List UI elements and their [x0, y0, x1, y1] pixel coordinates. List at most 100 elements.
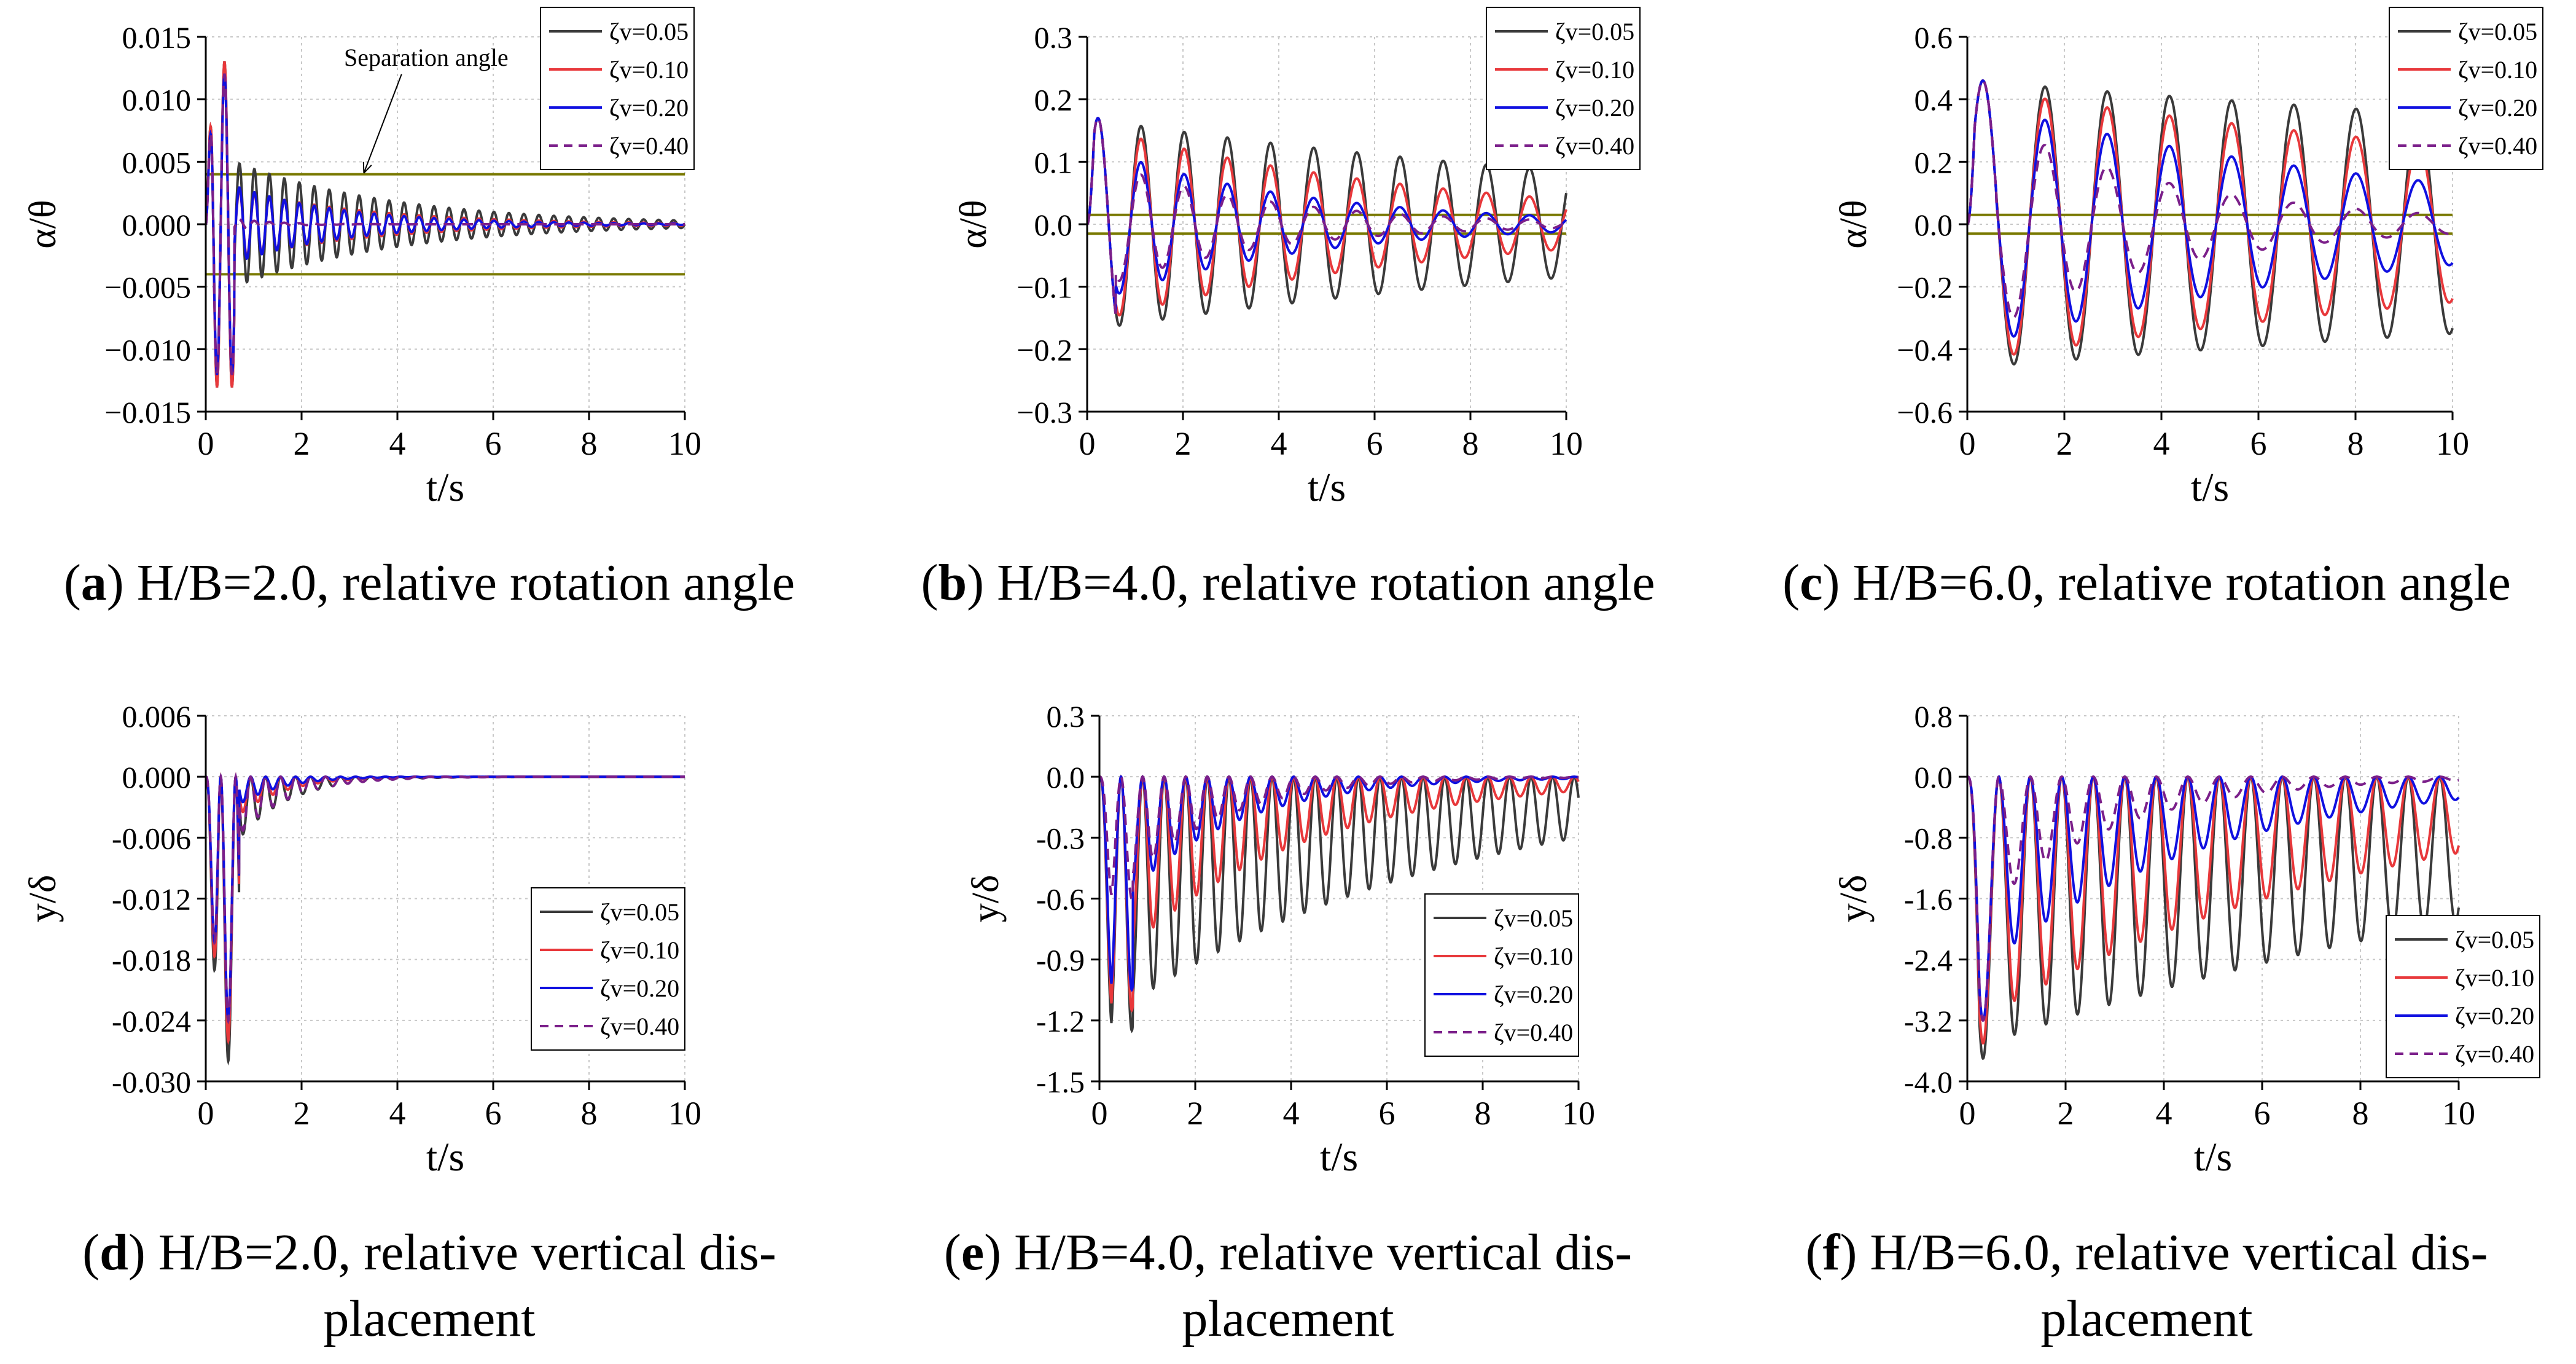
x-axis-label: t/s	[2191, 465, 2229, 510]
y-tick-label: 0.0	[1914, 208, 1953, 242]
legend-label: ζv=0.05	[609, 18, 689, 45]
legend-label: ζv=0.40	[600, 1013, 679, 1040]
legend-box	[2389, 7, 2543, 170]
series-line-0.05	[1966, 79, 2454, 366]
caption-b: (b) H/B=4.0, relative rotation angle	[921, 554, 1655, 611]
x-tick-label: 8	[581, 425, 598, 462]
annotation-label: Separation angle	[344, 44, 509, 71]
y-tick-label: -0.030	[112, 1065, 191, 1099]
annotation-arrowhead	[362, 162, 372, 174]
y-tick-label: 0.005	[122, 145, 192, 179]
x-tick-label: 0	[198, 425, 214, 462]
legend-box	[540, 7, 695, 170]
legend-label: ζv=0.20	[2455, 1002, 2534, 1030]
y-tick-label: 0.010	[122, 83, 192, 117]
legend: ζv=0.05 ζv=0.10 ζv=0.20 ζv=0.40	[2386, 915, 2540, 1078]
y-tick-label: -0.006	[112, 821, 191, 855]
y-tick-label: 0.006	[122, 699, 192, 734]
y-tick-label: -1.2	[1036, 1004, 1085, 1038]
legend-label: ζv=0.40	[609, 132, 689, 160]
legend-label: ζv=0.40	[2458, 132, 2537, 160]
legend: ζv=0.05 ζv=0.10 ζv=0.20 ζv=0.40	[1486, 7, 1641, 170]
x-tick-label: 6	[2250, 425, 2267, 462]
x-tick-label: 6	[1367, 425, 1383, 462]
x-axis-label: t/s	[1320, 1135, 1358, 1180]
x-tick-label: 6	[485, 1095, 502, 1132]
caption-line2: placement	[1182, 1290, 1394, 1347]
legend-label: ζv=0.05	[1555, 18, 1634, 45]
legend-label: ζv=0.20	[600, 974, 679, 1002]
legend-label: ζv=0.40	[2455, 1040, 2534, 1068]
legend: ζv=0.05 ζv=0.10 ζv=0.20 ζv=0.40	[2389, 7, 2543, 170]
y-tick-label: −0.6	[1897, 395, 1953, 429]
y-tick-label: 0.2	[1914, 145, 1953, 179]
x-tick-label: 8	[581, 1095, 598, 1132]
y-axis-label: α/θ	[22, 200, 64, 248]
x-axis-label: t/s	[426, 1135, 464, 1180]
legend-label: ζv=0.10	[1494, 943, 1573, 970]
x-tick-label: 8	[2348, 425, 2364, 462]
x-tick-label: 2	[294, 1095, 310, 1132]
legend-label: ζv=0.10	[2455, 964, 2534, 992]
y-tick-label: 0.000	[122, 208, 192, 242]
legend-box	[1486, 7, 1641, 170]
x-axis-label: t/s	[2194, 1135, 2232, 1180]
x-axis-label: t/s	[426, 465, 464, 510]
chart-e: 0 2 4 6 8 10 -1.5 -1.2 -0.9 -0.6 -0.3 0.0 0.3 t/s y/δ ζ…	[965, 699, 1595, 1180]
legend: ζv=0.05 ζv=0.10 ζv=0.20 ζv=0.40	[540, 7, 695, 170]
caption-f: (f) H/B=6.0, relative vertical dis- plac…	[1805, 1224, 2488, 1347]
y-tick-label: -0.9	[1036, 943, 1085, 978]
chart-c: 0 2 4 6 8 10 −0.6 −0.4 −0.2 0.0 0.2 0.4 0.6 t/s α/θ ζv=…	[1833, 7, 2543, 510]
x-tick-label: 2	[2058, 1095, 2074, 1132]
legend-label: ζv=0.40	[1555, 132, 1634, 160]
chart-d: 0 2 4 6 8 10 -0.030 -0.024 -0.018 -0.012 -0.006 0.0…	[22, 699, 701, 1180]
series-line-0.40	[205, 772, 685, 1025]
y-tick-label: −0.010	[104, 332, 191, 367]
x-tick-label: 0	[198, 1095, 214, 1132]
x-tick-label: 2	[2056, 425, 2073, 462]
x-tick-label: 10	[2436, 425, 2469, 462]
caption-letter: c	[1800, 554, 1823, 611]
y-tick-label: 0.8	[1914, 699, 1953, 734]
legend-label: ζv=0.05	[2458, 18, 2537, 45]
legend-label: ζv=0.20	[2458, 94, 2537, 122]
y-tick-label: 0.000	[122, 760, 192, 794]
y-tick-label: -0.024	[112, 1004, 191, 1038]
legend-label: ζv=0.10	[1555, 56, 1634, 84]
y-tick-label: 0.2	[1034, 83, 1073, 117]
y-tick-label: -1.5	[1036, 1065, 1085, 1099]
caption-d: (d) H/B=2.0, relative vertical dis- plac…	[82, 1224, 776, 1347]
y-tick-label: 0.3	[1034, 20, 1073, 55]
x-tick-label: 4	[389, 1095, 406, 1132]
series-line-0.40	[1099, 775, 1579, 901]
y-tick-label: 0.4	[1914, 83, 1953, 117]
y-tick-label: −0.1	[1017, 270, 1072, 305]
y-tick-label: 0.0	[1034, 208, 1073, 242]
legend-box	[2386, 915, 2540, 1078]
y-axis-label: y/δ	[22, 875, 64, 922]
x-tick-label: 4	[2156, 1095, 2172, 1132]
legend-label: ζv=0.05	[1494, 904, 1573, 932]
y-axis-label: α/θ	[953, 200, 994, 248]
x-axis-label: t/s	[1308, 465, 1346, 510]
caption-line2: placement	[323, 1290, 536, 1347]
caption-letter: e	[961, 1224, 985, 1281]
y-tick-label: −0.2	[1897, 270, 1953, 305]
y-tick-label: -0.012	[112, 882, 191, 917]
legend-label: ζv=0.40	[1494, 1019, 1573, 1046]
legend-label: ζv=0.20	[1555, 94, 1634, 122]
legend-box	[1424, 893, 1579, 1057]
legend-label: ζv=0.10	[609, 56, 689, 84]
caption-letter: b	[938, 554, 967, 611]
caption-a: (a) H/B=2.0, relative rotation angle	[63, 554, 795, 611]
series-line-0.40	[1966, 79, 2453, 319]
y-tick-label: -0.8	[1904, 821, 1953, 855]
x-tick-label: 10	[668, 425, 701, 462]
y-tick-label: −0.015	[104, 395, 191, 429]
x-tick-label: 6	[485, 425, 502, 462]
x-tick-label: 2	[1187, 1095, 1204, 1132]
x-tick-label: 0	[1959, 425, 1976, 462]
x-tick-label: 4	[1271, 425, 1287, 462]
annotation-arrow	[363, 74, 402, 173]
